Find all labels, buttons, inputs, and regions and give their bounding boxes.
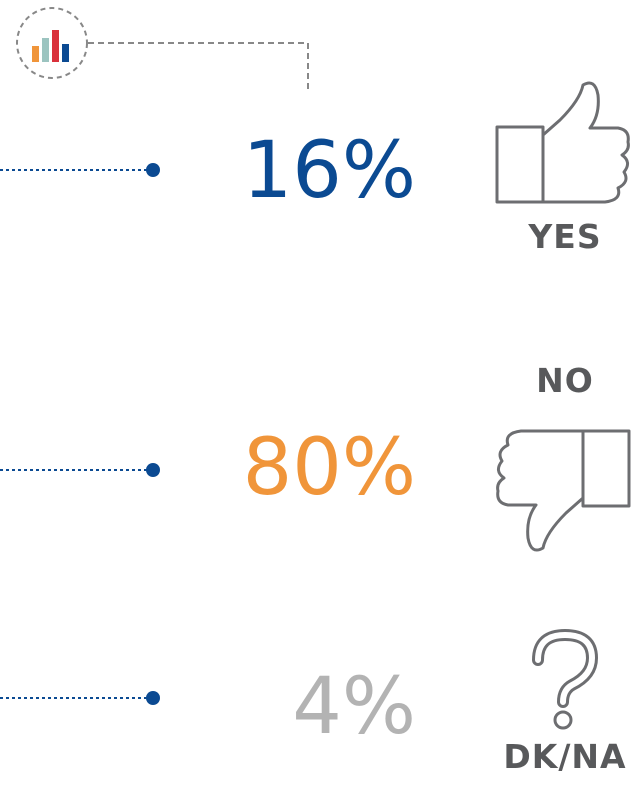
answer-label: YES bbox=[527, 217, 601, 256]
answer-label: NO bbox=[536, 361, 594, 400]
answer-label: DK/NA bbox=[503, 737, 626, 776]
question-icon bbox=[532, 628, 599, 730]
thumbs-up-icon bbox=[495, 81, 630, 204]
percentage: 80% bbox=[243, 423, 416, 513]
leader-dot bbox=[146, 691, 160, 705]
percentage: 16% bbox=[243, 126, 416, 216]
chart-icon bbox=[16, 7, 309, 92]
leader-dot bbox=[146, 463, 160, 477]
percentage: 4% bbox=[292, 662, 416, 752]
leader-dot bbox=[146, 163, 160, 177]
thumbs-down-icon bbox=[496, 429, 631, 552]
